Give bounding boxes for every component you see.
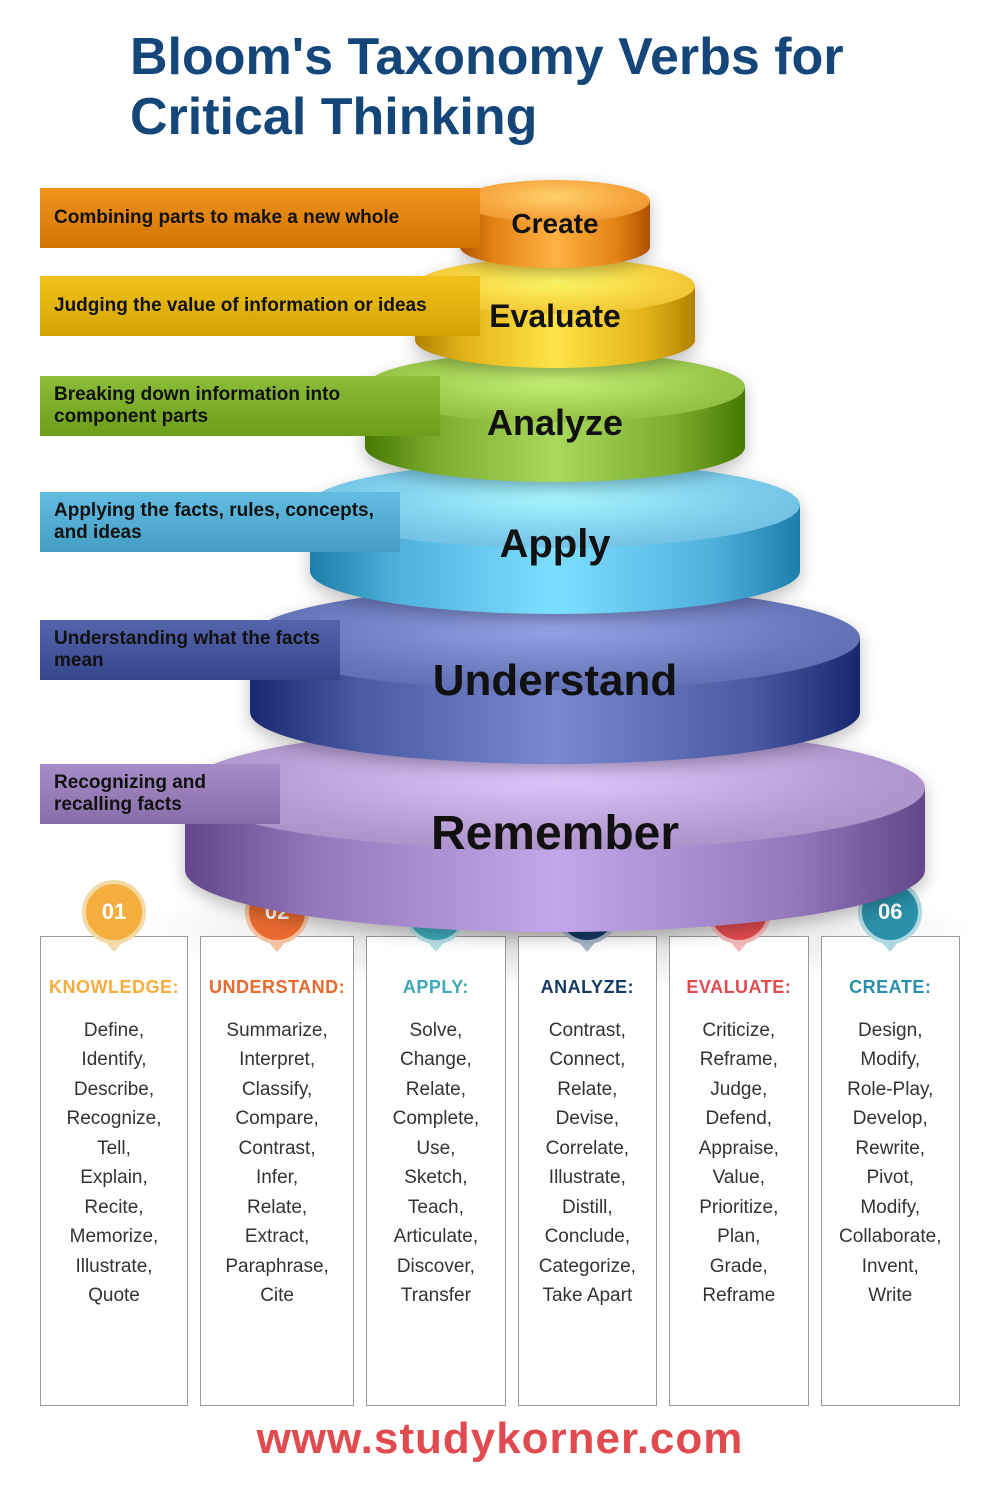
- card-number: 01: [102, 899, 126, 925]
- card-box: KNOWLEDGE: Define,Identify,Describe,Recog…: [40, 936, 188, 1406]
- tier-desc: Judging the value of information or idea…: [40, 276, 480, 336]
- card-verbs: Criticize,Reframe,Judge,Defend,Appraise,…: [678, 1016, 799, 1310]
- card-verbs: Solve,Change,Relate,Complete,Use,Sketch,…: [375, 1016, 496, 1310]
- cards-row: 01 KNOWLEDGE: Define,Identify,Describe,Rec…: [40, 880, 960, 1406]
- page-title: Bloom's Taxonomy Verbs for Critical Thin…: [130, 28, 930, 148]
- footer-url: www.studykorner.com: [0, 1414, 1000, 1464]
- card-4: 04ANALYZE:Contrast,Connect,Relate,Devise…: [518, 880, 657, 1406]
- card-heading: EVALUATE:: [678, 977, 799, 998]
- tier-desc: Applying the facts, rules, concepts, and…: [40, 492, 400, 552]
- tier-desc: Breaking down information into component…: [40, 376, 440, 436]
- tier-disc: [460, 180, 650, 222]
- card-box: CREATE: Design,Modify,Role-Play,Develop,R…: [821, 936, 960, 1406]
- card-heading: UNDERSTAND:: [209, 977, 345, 998]
- card-box: ANALYZE: Contrast,Connect,Relate,Devise,C…: [518, 936, 657, 1406]
- card-heading: CREATE:: [830, 977, 951, 998]
- card-3: 03APPLY:Solve,Change,Relate,Complete,Use…: [366, 880, 505, 1406]
- tier-desc: Combining parts to make a new whole: [40, 188, 480, 248]
- card-box: APPLY: Solve,Change,Relate,Complete,Use,S…: [366, 936, 505, 1406]
- card-verbs: Define,Identify,Describe,Recognize,Tell,…: [49, 1016, 179, 1310]
- card-badge: 01: [82, 880, 146, 944]
- card-heading: ANALYZE:: [527, 977, 648, 998]
- card-2: 02UNDERSTAND:Summarize,Interpret,Classif…: [200, 880, 354, 1406]
- card-6: 06 CREATE: Design,Modify,Role-Play,Develop…: [821, 880, 960, 1406]
- card-verbs: Design,Modify,Role-Play,Develop,Rewrite,…: [830, 1016, 951, 1310]
- card-heading: KNOWLEDGE:: [49, 977, 179, 998]
- card-verbs: Summarize,Interpret,Classify,Compare,Con…: [209, 1016, 345, 1310]
- pyramid: Combining parts to make a new wholeCreat…: [0, 180, 1000, 850]
- card-verbs: Contrast,Connect,Relate,Devise,Correlate…: [527, 1016, 648, 1310]
- card-box: EVALUATE: Criticize,Reframe,Judge,Defend,…: [669, 936, 808, 1406]
- card-number: 06: [878, 899, 902, 925]
- card-1: 01 KNOWLEDGE: Define,Identify,Describe,Rec…: [40, 880, 188, 1406]
- tier-desc: Understanding what the facts mean: [40, 620, 340, 680]
- tier-desc: Recognizing and recalling facts: [40, 764, 280, 824]
- card-5: 05EVALUATE:Criticize,Reframe,Judge,Defen…: [669, 880, 808, 1406]
- card-box: UNDERSTAND: Summarize,Interpret,Classify,…: [200, 936, 354, 1406]
- card-heading: APPLY:: [375, 977, 496, 998]
